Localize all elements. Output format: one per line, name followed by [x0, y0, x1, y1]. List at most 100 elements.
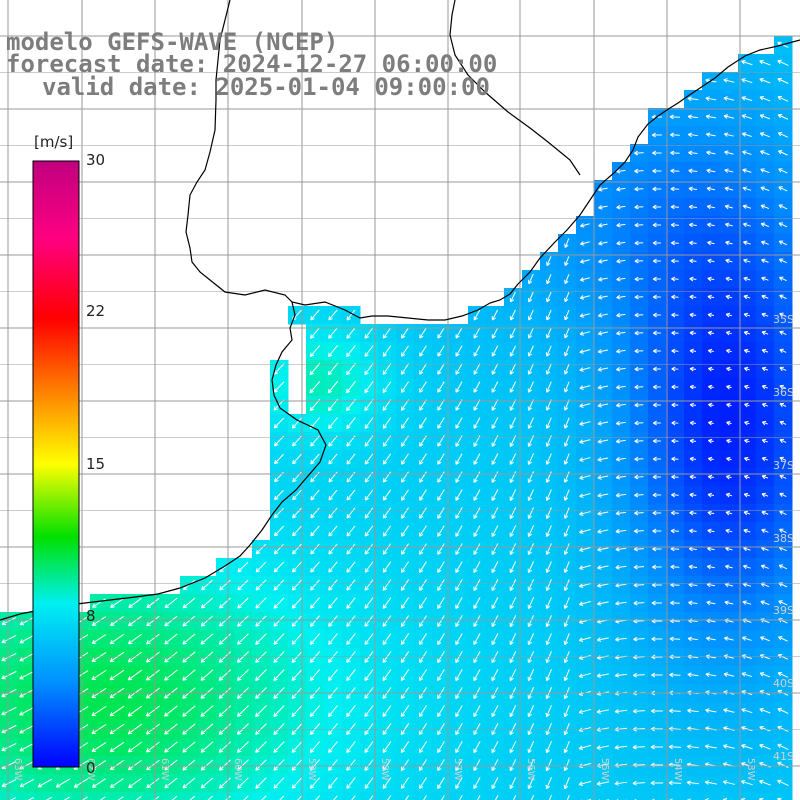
wind-arrow — [705, 96, 717, 101]
wind-arrow — [455, 633, 463, 646]
wind-arrow — [328, 633, 338, 645]
wind-arrow — [527, 525, 535, 537]
wind-arrow — [563, 471, 570, 483]
wind-arrow — [545, 453, 552, 465]
wind-arrow — [777, 743, 789, 750]
wind-arrow — [545, 615, 552, 628]
wind-arrow — [634, 240, 644, 246]
wind-arrow — [237, 633, 249, 645]
wind-arrow — [527, 759, 535, 772]
wind-arrow — [634, 438, 644, 444]
wind-cell — [0, 792, 19, 800]
wind-arrow — [200, 777, 214, 789]
colorbar-tick-label: 22 — [86, 302, 106, 320]
wind-arrow — [273, 381, 285, 393]
latitude-label: 38S — [773, 532, 794, 545]
wind-arrow — [255, 723, 267, 735]
wind-arrow — [633, 672, 645, 678]
wind-arrow — [671, 258, 679, 264]
wind-arrow — [527, 489, 534, 501]
wind-arrow — [670, 600, 680, 606]
wind-arrow — [237, 579, 249, 591]
wind-arrow — [164, 759, 178, 771]
wind-arrow — [509, 579, 517, 592]
wind-cell — [162, 792, 181, 800]
wind-arrow — [689, 276, 697, 282]
wind-arrow — [704, 780, 717, 785]
wind-arrow — [491, 651, 499, 664]
wind-cell — [360, 792, 379, 800]
wind-arrow — [509, 381, 517, 393]
wind-arrow — [200, 597, 213, 609]
wind-arrow — [201, 579, 213, 591]
wind-arrow — [579, 439, 591, 444]
wind-arrow — [743, 510, 751, 516]
wind-arrow — [614, 745, 628, 750]
wind-arrow — [740, 779, 753, 786]
wind-arrow — [563, 651, 570, 664]
wind-arrow — [419, 525, 427, 537]
wind-arrow — [578, 744, 592, 751]
wind-cell — [108, 792, 127, 800]
wind-cell — [702, 792, 721, 800]
wind-arrow — [743, 240, 751, 246]
wind-arrow — [670, 510, 679, 516]
wind-arrow — [563, 489, 570, 501]
wind-cell — [180, 792, 199, 800]
wind-arrow — [419, 561, 427, 573]
wind-arrow — [491, 381, 499, 393]
wind-arrow — [597, 294, 608, 300]
wind-arrow — [652, 204, 662, 210]
wind-arrow — [725, 474, 732, 480]
wind-arrow — [455, 705, 463, 718]
wind-arrow — [400, 723, 410, 736]
wind-arrow — [73, 778, 89, 788]
wind-arrow — [761, 258, 769, 264]
wind-arrow — [545, 561, 552, 574]
wind-arrow — [689, 366, 697, 372]
wind-arrow — [688, 600, 698, 606]
wind-arrow — [291, 759, 303, 771]
wind-arrow — [364, 705, 374, 718]
wind-cell — [432, 792, 451, 800]
wind-arrow — [273, 561, 285, 573]
wind-arrow — [292, 489, 302, 501]
wind-arrow — [473, 651, 481, 664]
wind-arrow — [632, 708, 645, 714]
wind-arrow — [545, 507, 552, 519]
wind-arrow — [346, 633, 356, 645]
wind-arrow — [724, 204, 733, 210]
wind-arrow — [779, 330, 787, 335]
wind-arrow — [509, 741, 517, 754]
wind-arrow — [418, 597, 427, 609]
wind-arrow — [671, 276, 679, 282]
wind-arrow — [615, 402, 626, 408]
wind-arrow — [527, 363, 534, 375]
wind-arrow — [19, 778, 35, 788]
wind-arrow — [707, 366, 714, 372]
wind-arrow — [91, 669, 107, 681]
wind-arrow — [99, 796, 106, 800]
wind-arrow — [273, 525, 284, 537]
wind-arrow — [563, 417, 570, 429]
wind-arrow — [545, 525, 552, 537]
wind-arrow — [473, 597, 481, 610]
wind-arrow — [37, 778, 53, 788]
wind-arrow — [563, 579, 570, 591]
wind-arrow — [473, 453, 481, 465]
wind-cell — [324, 792, 343, 800]
wind-arrow — [182, 705, 196, 717]
wind-arrow — [346, 525, 356, 537]
wind-arrow — [615, 546, 627, 552]
wind-arrow — [405, 795, 410, 800]
wind-arrow — [742, 600, 752, 605]
wind-arrow — [671, 438, 679, 444]
wind-arrow — [419, 453, 427, 465]
wind-arrow — [615, 636, 627, 642]
wind-arrow — [671, 348, 679, 354]
wind-arrow — [744, 456, 750, 462]
wind-arrow — [437, 543, 445, 555]
wind-arrow — [494, 795, 499, 800]
wind-arrow — [346, 453, 356, 465]
wind-arrow — [419, 579, 427, 591]
